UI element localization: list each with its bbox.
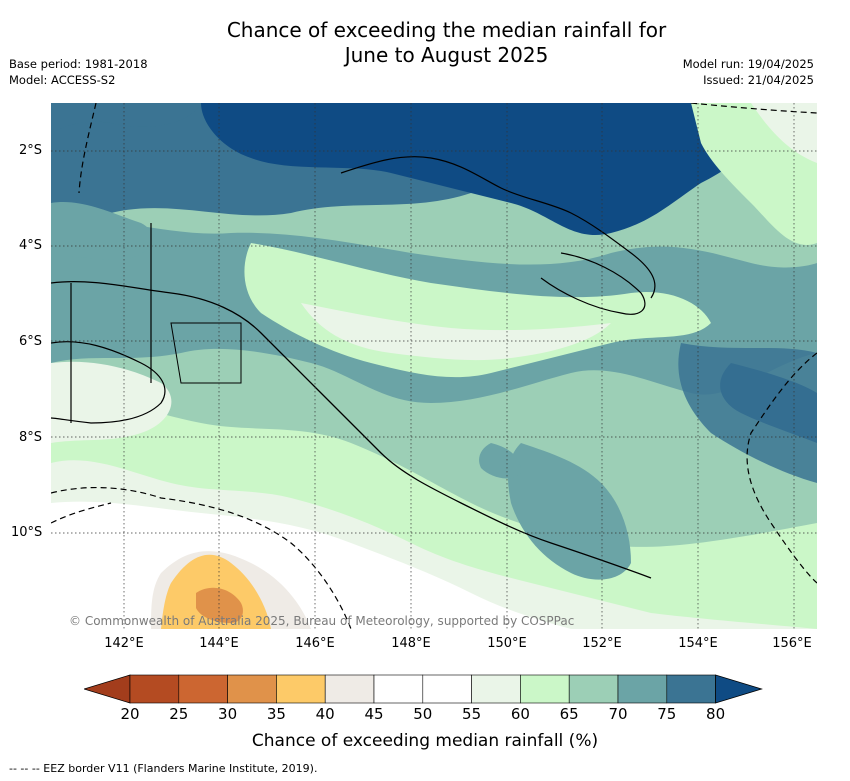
lat-label: 8°S [19, 430, 43, 445]
colorbar-tick: 30 [218, 705, 238, 723]
rainfall-map [51, 103, 817, 629]
colorbar-label: Chance of exceeding median rainfall (%) [251, 731, 599, 751]
patch-se-70 [508, 443, 631, 580]
band-west-60 [51, 361, 172, 443]
meta-left: Base period: 1981-2018 Model: ACCESS-S2 [9, 56, 148, 88]
lon-label: 146°E [295, 636, 335, 651]
lat-label: 10°S [11, 525, 43, 540]
colorbar-extend-high [715, 674, 763, 704]
title-line-1: Chance of exceeding the median rainfall … [226, 18, 667, 42]
copyright-text: © Commonwealth of Australia 2025, Bureau… [69, 614, 575, 628]
colorbar-tick: 75 [657, 705, 677, 723]
band-30 [196, 587, 243, 623]
colorbar-cell [373, 674, 424, 704]
colorbar-cell [178, 674, 228, 704]
colorbar-tick: 80 [706, 705, 726, 723]
colorbar-cell [471, 674, 521, 704]
model-name: Model: ACCESS-S2 [9, 73, 116, 87]
colorbar-cell [276, 674, 326, 704]
patch-se-75 [678, 343, 817, 483]
colorbar-cell [227, 674, 277, 704]
lon-label: 144°E [199, 636, 239, 651]
band-ne-light [751, 103, 817, 163]
colorbar-cell [324, 674, 375, 704]
colorbar-tick: 25 [169, 705, 189, 723]
band-80 [201, 103, 817, 236]
colorbar-tick: 20 [120, 705, 140, 723]
eez-south [51, 486, 352, 629]
coast-gulf [51, 341, 166, 424]
meta-right: Model run: 19/04/2025 Issued: 21/04/2025 [683, 56, 814, 88]
colorbar-cell [666, 674, 716, 704]
patch-small-70 [479, 443, 521, 479]
lat-label: 2°S [19, 143, 43, 158]
eez-nw [78, 103, 97, 194]
coast-island [540, 252, 646, 315]
lon-label: 150°E [487, 636, 527, 651]
colorbar-extend-low [84, 674, 131, 704]
colorbar-cell [617, 674, 668, 704]
colorbar-tick: 45 [364, 705, 384, 723]
colorbar-tick: 35 [266, 705, 286, 723]
map-area [51, 103, 817, 629]
coast-new-britain [340, 156, 656, 299]
eez-east [746, 352, 817, 584]
province-outline [170, 322, 242, 384]
colorbar-tick: 40 [315, 705, 335, 723]
title-line-2: June to August 2025 [344, 43, 549, 67]
colorbar-tick: 50 [413, 705, 433, 723]
lon-label: 142°E [104, 636, 144, 651]
colorbar-cell [568, 674, 619, 704]
band-nw [51, 103, 201, 133]
lat-label: 6°S [19, 334, 43, 349]
lon-label: 152°E [582, 636, 622, 651]
colorbar-tick: 70 [608, 705, 628, 723]
band-west-70 [51, 202, 152, 260]
lon-label: 156°E [772, 636, 812, 651]
lon-label: 148°E [391, 636, 431, 651]
issued-date: Issued: 21/04/2025 [703, 73, 814, 87]
base-period: Base period: 1981-2018 [9, 57, 148, 71]
colorbar [84, 674, 763, 704]
colorbar-tick: 60 [510, 705, 530, 723]
colorbar-tick: 65 [559, 705, 579, 723]
eez-sw [51, 502, 112, 524]
eez-ne [690, 103, 817, 114]
eez-footnote: -- -- -- EEZ border V11 (Flanders Marine… [9, 762, 318, 775]
colorbar-cell [422, 674, 472, 704]
colorbar-tick: 55 [462, 705, 482, 723]
band-60-central [301, 303, 611, 361]
lat-label: 4°S [19, 238, 43, 253]
colorbar-cell [129, 674, 180, 704]
map-title: Chance of exceeding the median rainfall … [0, 18, 850, 68]
colorbar-cell [520, 674, 570, 704]
coast-mainland [51, 281, 652, 579]
lon-label: 154°E [678, 636, 718, 651]
model-run: Model run: 19/04/2025 [682, 57, 814, 71]
